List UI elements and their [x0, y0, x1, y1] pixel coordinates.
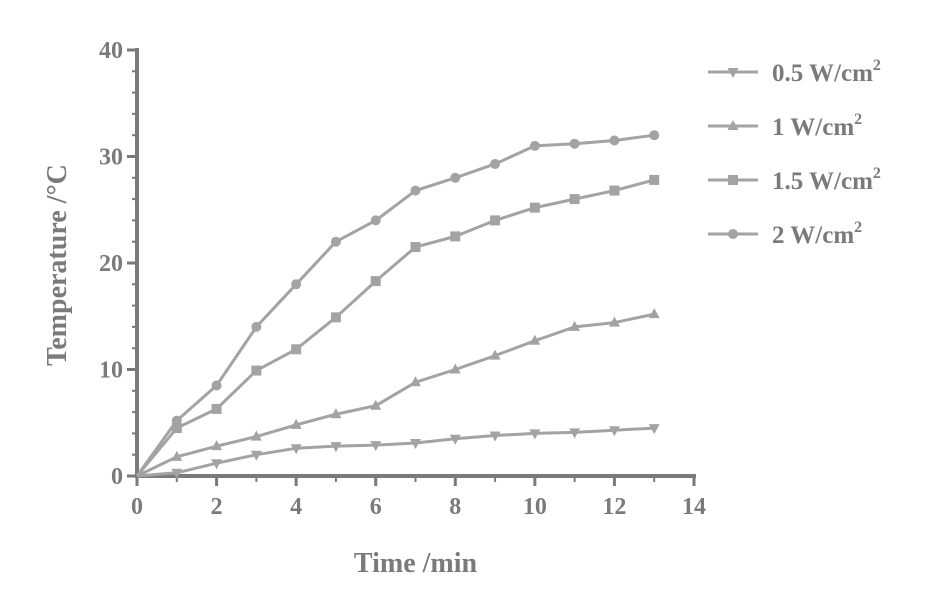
data-point — [330, 442, 342, 453]
x-tick-label: 10 — [523, 494, 547, 520]
data-point — [251, 365, 262, 376]
data-point — [728, 229, 738, 239]
y-tick-label: 0 — [111, 464, 123, 490]
data-point — [250, 450, 262, 461]
data-point — [450, 172, 461, 183]
data-point — [410, 242, 421, 253]
x-tick-label: 6 — [370, 494, 382, 520]
data-point — [370, 276, 381, 287]
y-tick-label: 30 — [99, 145, 123, 171]
data-point — [609, 135, 620, 146]
series-2 — [136, 308, 660, 478]
data-point — [450, 231, 461, 242]
data-point — [449, 363, 461, 374]
data-point — [648, 308, 660, 319]
data-point — [490, 215, 501, 226]
data-point — [250, 430, 262, 441]
data-point — [608, 426, 620, 437]
series-line — [135, 178, 655, 477]
legend-item-2: 1 W/cm2 — [708, 111, 862, 141]
legend-item-3: 1.5 W/cm2 — [708, 165, 881, 195]
data-point — [330, 408, 342, 419]
data-point — [251, 321, 262, 332]
y-tick-label: 10 — [99, 358, 123, 384]
x-tick-label: 8 — [449, 494, 461, 520]
data-point — [171, 450, 183, 461]
data-point — [648, 424, 660, 435]
data-point — [529, 429, 541, 440]
data-point — [529, 334, 541, 345]
data-point — [330, 312, 341, 323]
data-point — [290, 444, 302, 455]
series-3 — [135, 174, 660, 477]
data-point — [171, 468, 183, 479]
data-point — [727, 68, 739, 78]
axes: 0 2 4 6 8 10 12 14 0 10 20 30 40 — [99, 38, 706, 520]
data-point — [728, 175, 738, 185]
data-point — [171, 415, 182, 426]
data-point — [609, 185, 620, 196]
data-point — [569, 320, 581, 331]
data-point — [490, 158, 501, 169]
data-point — [291, 279, 302, 290]
y-tick-label: 40 — [99, 38, 123, 64]
data-point — [211, 459, 223, 470]
data-point — [649, 130, 660, 141]
data-point — [569, 194, 580, 205]
legend-label: 1 W/cm2 — [772, 111, 862, 141]
data-point — [370, 399, 382, 410]
data-point — [370, 441, 382, 452]
series-4 — [135, 130, 660, 477]
data-point — [410, 376, 421, 387]
data-point — [608, 316, 620, 327]
data-point — [410, 185, 421, 196]
y-tick-label: 20 — [99, 251, 123, 277]
x-tick-label: 14 — [682, 494, 706, 520]
legend-item-1: 0.5 W/cm2 — [708, 57, 881, 87]
data-point — [291, 344, 302, 355]
data-point — [649, 174, 660, 185]
series-line — [135, 133, 655, 477]
data-point — [727, 120, 739, 130]
y-axis-label: Temperature /°C — [42, 164, 73, 366]
data-point — [171, 423, 182, 434]
series-1 — [136, 424, 660, 479]
data-point — [290, 418, 302, 429]
legend-label: 0.5 W/cm2 — [772, 57, 881, 87]
data-point — [569, 138, 580, 149]
x-tick-label: 0 — [131, 494, 143, 520]
data-point — [410, 438, 421, 449]
legend-label: 2 W/cm2 — [772, 219, 862, 249]
x-axis-label: Time /min — [354, 548, 478, 579]
data-point — [529, 140, 540, 151]
data-point — [529, 202, 540, 213]
x-tick-label: 4 — [290, 494, 302, 520]
data-point — [370, 215, 381, 226]
legend: 0.5 W/cm2 1 W/cm2 1.5 W/cm2 2 W/cm2 — [708, 57, 881, 249]
series-line — [136, 312, 655, 478]
data-point — [489, 431, 501, 442]
series-layer — [135, 130, 660, 479]
data-point — [449, 434, 461, 445]
legend-label: 1.5 W/cm2 — [772, 165, 881, 195]
x-tick-label: 12 — [602, 494, 626, 520]
data-point — [211, 380, 222, 391]
x-tick-label: 2 — [211, 494, 223, 520]
data-point — [569, 428, 581, 439]
series-line — [136, 426, 655, 478]
data-point — [330, 236, 341, 247]
data-point — [489, 349, 501, 360]
data-point — [211, 440, 223, 451]
legend-item-4: 2 W/cm2 — [708, 219, 862, 249]
data-point — [211, 403, 222, 414]
